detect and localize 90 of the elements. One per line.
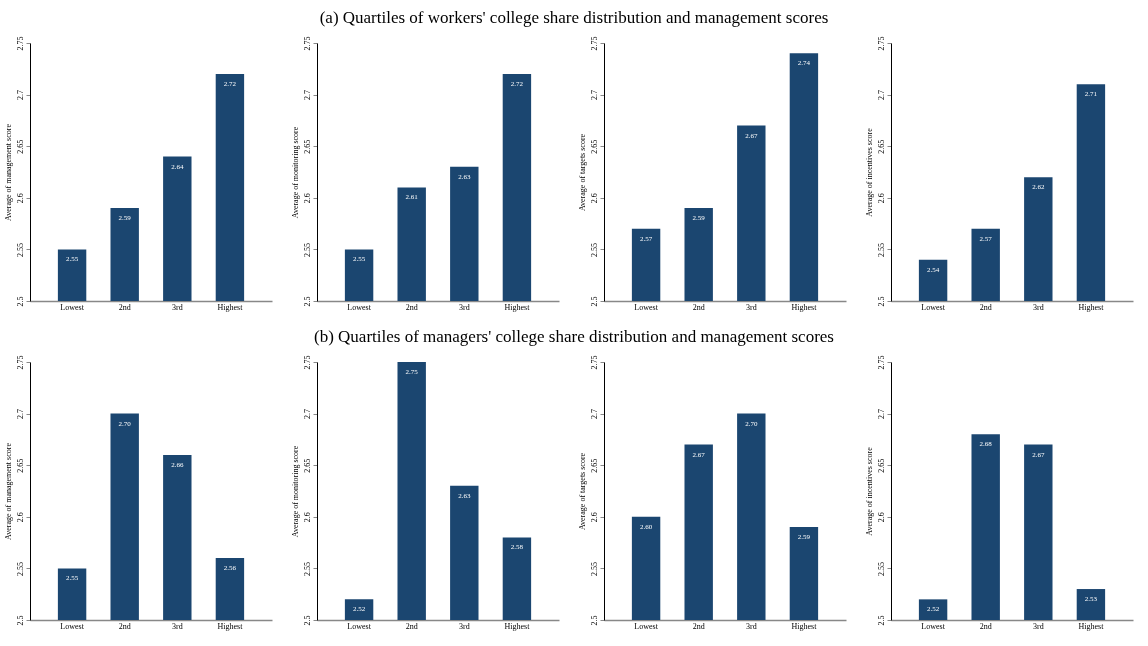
y-axis-title: Average of monitoring score (290, 445, 300, 538)
y-tick-label: 2.55 (876, 242, 886, 257)
y-tick-label: 2.7 (15, 409, 25, 420)
y-tick-label: 2.55 (302, 242, 312, 257)
y-tick-label: 2.75 (15, 36, 25, 51)
y-tick-label: 2.65 (589, 139, 599, 154)
y-tick-label: 2.75 (302, 355, 312, 370)
x-tick-label: Lowest (921, 302, 946, 312)
x-tick-label: Lowest (347, 302, 372, 312)
y-tick-label: 2.55 (876, 561, 886, 576)
x-tick-label: 2nd (405, 621, 418, 631)
y-tick-label: 2.65 (15, 458, 25, 473)
x-tick-label: 3rd (171, 621, 183, 631)
x-tick-label: 3rd (745, 621, 757, 631)
x-tick-label: 2nd (118, 621, 131, 631)
y-tick-label: 2.55 (15, 561, 25, 576)
y-tick-label: 2.6 (302, 193, 312, 204)
y-tick-label: 2.65 (302, 139, 312, 154)
y-tick-label: 2.6 (876, 512, 886, 523)
y-tick-label: 2.65 (302, 458, 312, 473)
y-tick-label: 2.5 (876, 615, 886, 626)
y-tick-label: 2.5 (876, 296, 886, 307)
y-axis-title: Average of incentives score (864, 446, 874, 536)
y-tick-label: 2.75 (876, 36, 886, 51)
y-tick-label: 2.75 (302, 36, 312, 51)
y-tick-label: 2.65 (876, 139, 886, 154)
x-tick-label: 3rd (1032, 302, 1044, 312)
y-tick-label: 2.6 (589, 512, 599, 523)
text: (a) Quartiles of workers' college share distribution and management scores (318, 7, 830, 29)
y-axis-title: Average of monitoring score (290, 126, 300, 219)
x-tick-label: Lowest (347, 621, 372, 631)
y-tick-label: 2.5 (302, 296, 312, 307)
x-tick-label: Lowest (634, 621, 659, 631)
y-tick-label: 2.6 (589, 193, 599, 204)
x-tick-label: Highest (791, 302, 818, 312)
x-tick-label: 3rd (458, 621, 470, 631)
x-tick-label: 2nd (118, 302, 131, 312)
y-axis-title: Average of incentives score (864, 127, 874, 217)
x-tick-label: 2nd (405, 302, 418, 312)
x-tick-label: 3rd (458, 302, 470, 312)
y-tick-label: 2.7 (876, 90, 886, 101)
x-tick-label: 3rd (745, 302, 757, 312)
y-tick-label: 2.55 (302, 561, 312, 576)
y-tick-label: 2.6 (876, 193, 886, 204)
y-tick-label: 2.65 (876, 458, 886, 473)
x-tick-label: 3rd (171, 302, 183, 312)
y-tick-label: 2.5 (302, 615, 312, 626)
y-axis-title: Average of targets score (577, 452, 587, 531)
x-tick-label: 3rd (1032, 621, 1044, 631)
x-tick-label: 2nd (979, 621, 992, 631)
y-tick-label: 2.6 (15, 193, 25, 204)
y-tick-label: 2.65 (15, 139, 25, 154)
y-tick-label: 2.5 (15, 296, 25, 307)
x-tick-label: Highest (504, 621, 531, 631)
y-tick-label: 2.75 (589, 36, 599, 51)
x-tick-label: Lowest (60, 621, 85, 631)
x-tick-label: Lowest (921, 621, 946, 631)
y-tick-label: 2.75 (876, 355, 886, 370)
y-tick-label: 2.5 (589, 296, 599, 307)
x-tick-label: 2nd (979, 302, 992, 312)
y-tick-label: 2.5 (589, 615, 599, 626)
y-tick-label: 2.75 (589, 355, 599, 370)
x-tick-label: Highest (217, 302, 244, 312)
y-tick-label: 2.7 (302, 409, 312, 420)
y-tick-label: 2.75 (15, 355, 25, 370)
x-tick-label: Highest (217, 621, 244, 631)
y-axis-title: Average of management score (3, 442, 13, 540)
y-tick-label: 2.7 (876, 409, 886, 420)
y-tick-label: 2.7 (589, 90, 599, 101)
x-tick-label: Lowest (634, 302, 659, 312)
y-tick-label: 2.5 (15, 615, 25, 626)
y-tick-label: 2.55 (589, 561, 599, 576)
x-tick-label: Lowest (60, 302, 85, 312)
x-tick-label: Highest (504, 302, 531, 312)
y-tick-label: 2.7 (589, 409, 599, 420)
x-tick-label: 2nd (692, 302, 705, 312)
y-tick-label: 2.7 (15, 90, 25, 101)
x-tick-label: Highest (791, 621, 818, 631)
y-axis-title: Average of targets score (577, 133, 587, 212)
y-tick-label: 2.55 (15, 242, 25, 257)
y-tick-label: 2.6 (302, 512, 312, 523)
y-tick-label: 2.65 (589, 458, 599, 473)
x-tick-label: Highest (1078, 302, 1105, 312)
y-tick-label: 2.6 (15, 512, 25, 523)
y-tick-label: 2.55 (589, 242, 599, 257)
y-tick-label: 2.7 (302, 90, 312, 101)
x-tick-label: Highest (1078, 621, 1105, 631)
x-tick-label: 2nd (692, 621, 705, 631)
y-axis-title: Average of management score (3, 123, 13, 221)
text: (b) Quartiles of managers' college share distribution and management scores (313, 326, 835, 348)
